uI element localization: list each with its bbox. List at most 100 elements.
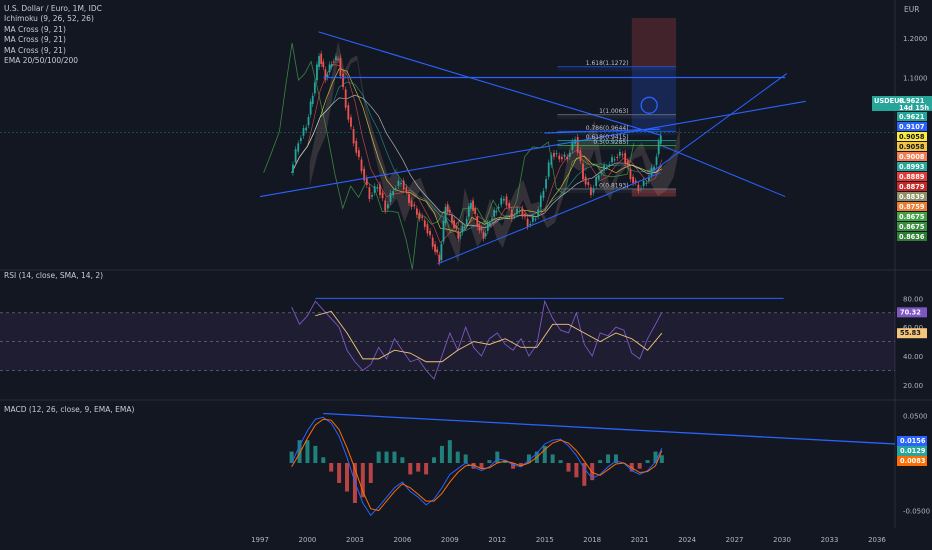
rsi-price-tag-value: 55.83 — [900, 329, 921, 337]
price-tag-value: 0.8675 — [899, 223, 925, 231]
rsi-pane: 80.00 60.00 40.00 20.00 70.32 55.83 — [0, 295, 927, 390]
candle-body — [491, 218, 493, 221]
candle-body — [558, 155, 561, 160]
indicator-ma-cross-2[interactable]: MA Cross (9, 21) — [4, 35, 66, 45]
candle-body — [582, 163, 584, 180]
candle-body — [605, 167, 608, 169]
x-tick-label: 2024 — [678, 536, 696, 544]
macd-histogram-bar — [400, 457, 405, 463]
candle-body — [621, 154, 624, 156]
candle-body — [337, 59, 339, 61]
indicator-ma-cross-3[interactable]: MA Cross (9, 21) — [4, 45, 66, 55]
fib-level-band — [557, 140, 677, 145]
candle-body — [318, 56, 320, 67]
macd-label[interactable]: MACD (12, 26, close, 9, EMA, EMA) — [4, 405, 135, 414]
macd-price-tag-value: 0.0083 — [900, 457, 926, 465]
candle-body — [415, 208, 418, 215]
macd-histogram-bar — [471, 463, 476, 469]
rsi-legend: RSI (14, close, SMA, 14, 2) — [4, 271, 103, 281]
price-tag — [872, 96, 932, 111]
candle-body — [524, 213, 526, 217]
macd-histogram-bar — [321, 457, 326, 463]
macd-legend: MACD (12, 26, close, 9, EMA, EMA) — [4, 405, 134, 415]
candle-body — [560, 156, 563, 160]
rsi-tick-label: 80.00 — [903, 295, 923, 303]
macd-tick-label: -0.0500 — [903, 508, 930, 516]
rsi-ma-line — [315, 310, 663, 363]
candle-body — [542, 191, 545, 198]
rsi-price-tag-value: 70.32 — [900, 308, 921, 316]
candle-body — [529, 224, 532, 226]
candle-body — [342, 73, 344, 88]
candle-body — [539, 195, 542, 208]
candle-body — [547, 162, 550, 177]
candle-body — [410, 200, 413, 207]
macd-histogram-bar — [447, 440, 452, 463]
macd-pane: 0.0500 -0.0500 0.0156 0.0129 0.0083 — [289, 412, 930, 517]
candle-body — [292, 164, 294, 173]
candle-body — [597, 175, 600, 180]
candle-body — [335, 56, 337, 61]
price-tag-value: 0.8675 — [899, 213, 925, 221]
candle-body — [482, 232, 485, 239]
price-tag-value: 0.8759 — [899, 203, 925, 211]
candle-body — [402, 180, 405, 190]
macd-histogram-bar — [550, 454, 555, 463]
symbol-title[interactable]: U.S. Dollar / Euro, 1M, IDC — [4, 4, 102, 13]
candle-body — [587, 182, 590, 185]
rsi-label[interactable]: RSI (14, close, SMA, 14, 2) — [4, 271, 104, 280]
candle-body — [513, 216, 516, 218]
candle-body — [584, 176, 587, 185]
fib-level-band — [557, 66, 677, 71]
candle-body — [510, 209, 513, 219]
candle-body — [355, 141, 358, 153]
candle-body — [309, 101, 312, 115]
moving-average-line — [291, 94, 663, 229]
candle-body — [426, 224, 429, 234]
candle-body — [590, 187, 592, 195]
fib-level-label: 0.5(0.9285) — [593, 139, 628, 146]
macd-histogram-bar — [582, 463, 587, 486]
price-tag-value: 0.9107 — [899, 123, 925, 131]
macd-trendline — [323, 412, 896, 445]
candle-body — [294, 149, 297, 163]
macd-histogram-bar — [645, 460, 650, 463]
candle-body — [550, 155, 553, 165]
candle-body — [568, 152, 571, 157]
candle-body — [659, 135, 662, 144]
price-tag-value: 0.9621 — [899, 113, 925, 121]
x-tick-label: 1997 — [251, 536, 269, 544]
fib-level-label: 0.786(0.9644) — [586, 125, 629, 132]
candle-body — [394, 188, 397, 190]
highlight-circle-marker — [640, 96, 658, 114]
price-tag-value: 0.8839 — [899, 193, 925, 201]
candle-body — [446, 204, 449, 213]
support-channel-line — [259, 100, 806, 198]
candle-body — [495, 210, 498, 213]
candle-body — [357, 150, 360, 158]
candle-body — [363, 168, 366, 181]
candle-body — [352, 129, 355, 144]
candle-body — [553, 152, 555, 157]
candle-body — [463, 226, 466, 229]
rsi-line — [291, 299, 663, 380]
indicator-ema[interactable]: EMA 20/50/100/200 — [4, 56, 79, 66]
y-tick-label: 1.2000 — [903, 35, 928, 43]
candle-body — [316, 64, 318, 81]
macd-price-tag — [897, 446, 927, 456]
candle-body — [381, 192, 384, 199]
candle-body — [413, 204, 416, 207]
candle-body — [350, 117, 352, 127]
candle-body — [502, 198, 505, 201]
macd-histogram-bar — [511, 463, 516, 469]
candle-body — [453, 220, 455, 229]
candle-body — [616, 156, 619, 158]
macd-histogram-bar — [305, 440, 310, 463]
indicator-ichimoku[interactable]: Ichimoku (9, 26, 52, 26) — [4, 14, 94, 24]
candle-body — [500, 198, 503, 205]
indicator-ma-cross-1[interactable]: MA Cross (9, 21) — [4, 24, 66, 34]
candle-body — [373, 186, 376, 193]
x-tick-label: 2015 — [536, 536, 554, 544]
